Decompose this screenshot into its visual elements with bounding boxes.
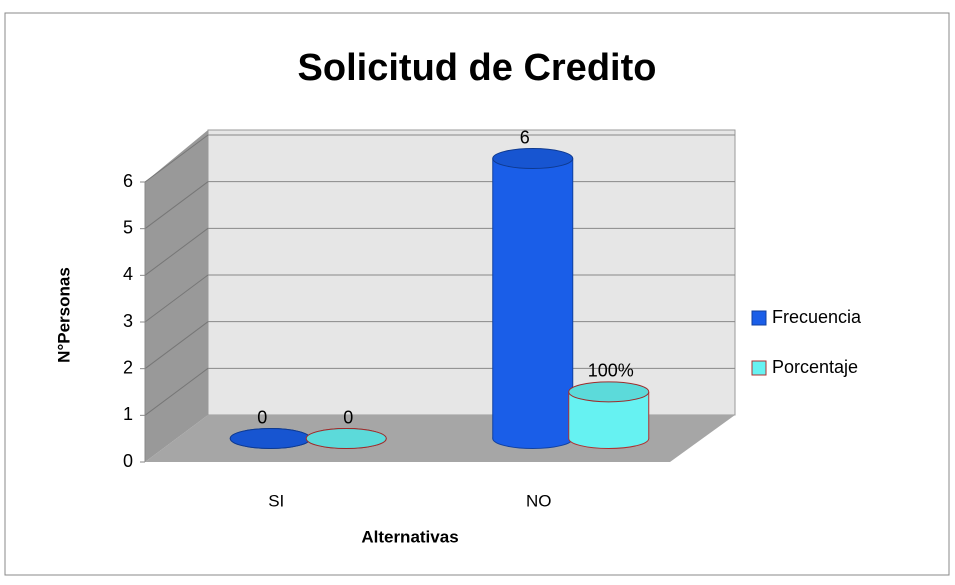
bar xyxy=(229,428,311,449)
grid-line xyxy=(144,367,209,416)
chart-title: Solicitud de Credito xyxy=(298,47,657,89)
grid-line xyxy=(144,227,209,276)
x-tick-label: SI xyxy=(268,491,284,510)
grid-line xyxy=(144,134,209,183)
grid-line xyxy=(144,181,209,230)
y-tick-label: 4 xyxy=(123,264,133,284)
legend-swatch xyxy=(751,360,767,376)
x-tick-label: NO xyxy=(526,491,552,510)
bar-part xyxy=(492,158,573,439)
bar-part xyxy=(305,428,387,449)
y-axis-title: N°Personas xyxy=(54,267,73,363)
y-tick-label: 2 xyxy=(123,357,133,377)
x-axis-title: Alternativas xyxy=(361,527,458,546)
bar-part xyxy=(229,428,311,449)
bar-part xyxy=(568,381,650,403)
y-tick-label: 0 xyxy=(123,451,133,471)
y-tick-label: 6 xyxy=(123,171,133,191)
data-label: 0 xyxy=(257,407,267,427)
bar xyxy=(492,148,574,449)
legend-label: Frecuencia xyxy=(772,307,862,327)
bar-part xyxy=(492,148,574,169)
y-tick-label: 5 xyxy=(123,217,133,237)
bar xyxy=(568,381,650,449)
grid-line xyxy=(144,321,209,370)
y-tick-label: 3 xyxy=(123,311,133,331)
bar xyxy=(305,428,387,449)
data-label: 6 xyxy=(520,127,530,147)
grid-line xyxy=(144,274,209,323)
legend-label: Porcentaje xyxy=(772,357,858,377)
back-wall xyxy=(207,129,736,416)
data-label: 0 xyxy=(343,407,353,427)
legend-swatch xyxy=(751,310,767,326)
data-label: 100% xyxy=(588,361,634,381)
side-wall xyxy=(145,130,208,462)
y-tick-label: 1 xyxy=(123,404,133,424)
